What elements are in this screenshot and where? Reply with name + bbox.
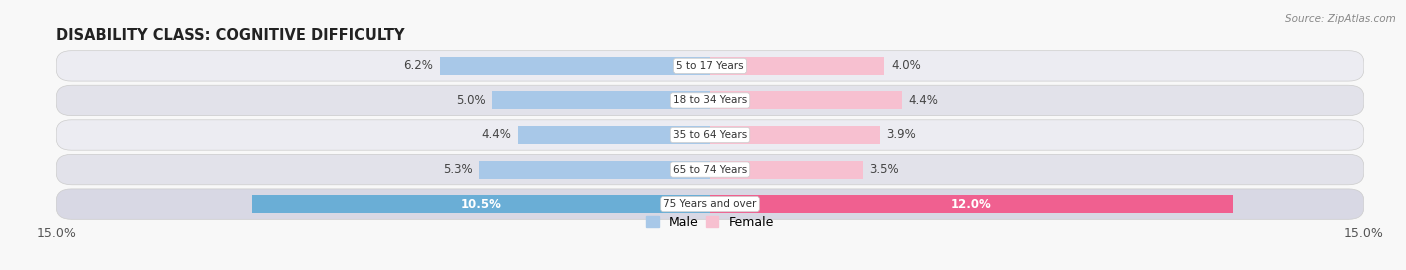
- Text: 35 to 64 Years: 35 to 64 Years: [673, 130, 747, 140]
- Bar: [519, 126, 710, 144]
- Bar: [479, 161, 710, 178]
- Text: 10.5%: 10.5%: [461, 198, 502, 211]
- Bar: [710, 92, 901, 109]
- Text: 4.0%: 4.0%: [891, 59, 921, 72]
- FancyBboxPatch shape: [56, 154, 1364, 185]
- FancyBboxPatch shape: [56, 189, 1364, 219]
- Legend: Male, Female: Male, Female: [647, 216, 773, 229]
- Text: 5 to 17 Years: 5 to 17 Years: [676, 61, 744, 71]
- Text: 6.2%: 6.2%: [404, 59, 433, 72]
- Text: 12.0%: 12.0%: [952, 198, 991, 211]
- Text: 3.5%: 3.5%: [869, 163, 898, 176]
- FancyBboxPatch shape: [56, 120, 1364, 150]
- Text: 75 Years and over: 75 Years and over: [664, 199, 756, 209]
- FancyBboxPatch shape: [56, 51, 1364, 81]
- Text: Source: ZipAtlas.com: Source: ZipAtlas.com: [1285, 14, 1396, 23]
- Bar: [710, 57, 884, 75]
- Text: 5.0%: 5.0%: [456, 94, 485, 107]
- Text: DISABILITY CLASS: COGNITIVE DIFFICULTY: DISABILITY CLASS: COGNITIVE DIFFICULTY: [56, 28, 405, 43]
- Bar: [440, 57, 710, 75]
- Bar: [710, 161, 862, 178]
- Text: 65 to 74 Years: 65 to 74 Years: [673, 164, 747, 175]
- Bar: [710, 195, 1233, 213]
- Text: 4.4%: 4.4%: [908, 94, 938, 107]
- Text: 3.9%: 3.9%: [887, 129, 917, 141]
- Bar: [253, 195, 710, 213]
- Text: 5.3%: 5.3%: [443, 163, 472, 176]
- Text: 18 to 34 Years: 18 to 34 Years: [673, 95, 747, 106]
- FancyBboxPatch shape: [56, 85, 1364, 116]
- Bar: [710, 126, 880, 144]
- Text: 4.4%: 4.4%: [482, 129, 512, 141]
- Bar: [492, 92, 710, 109]
